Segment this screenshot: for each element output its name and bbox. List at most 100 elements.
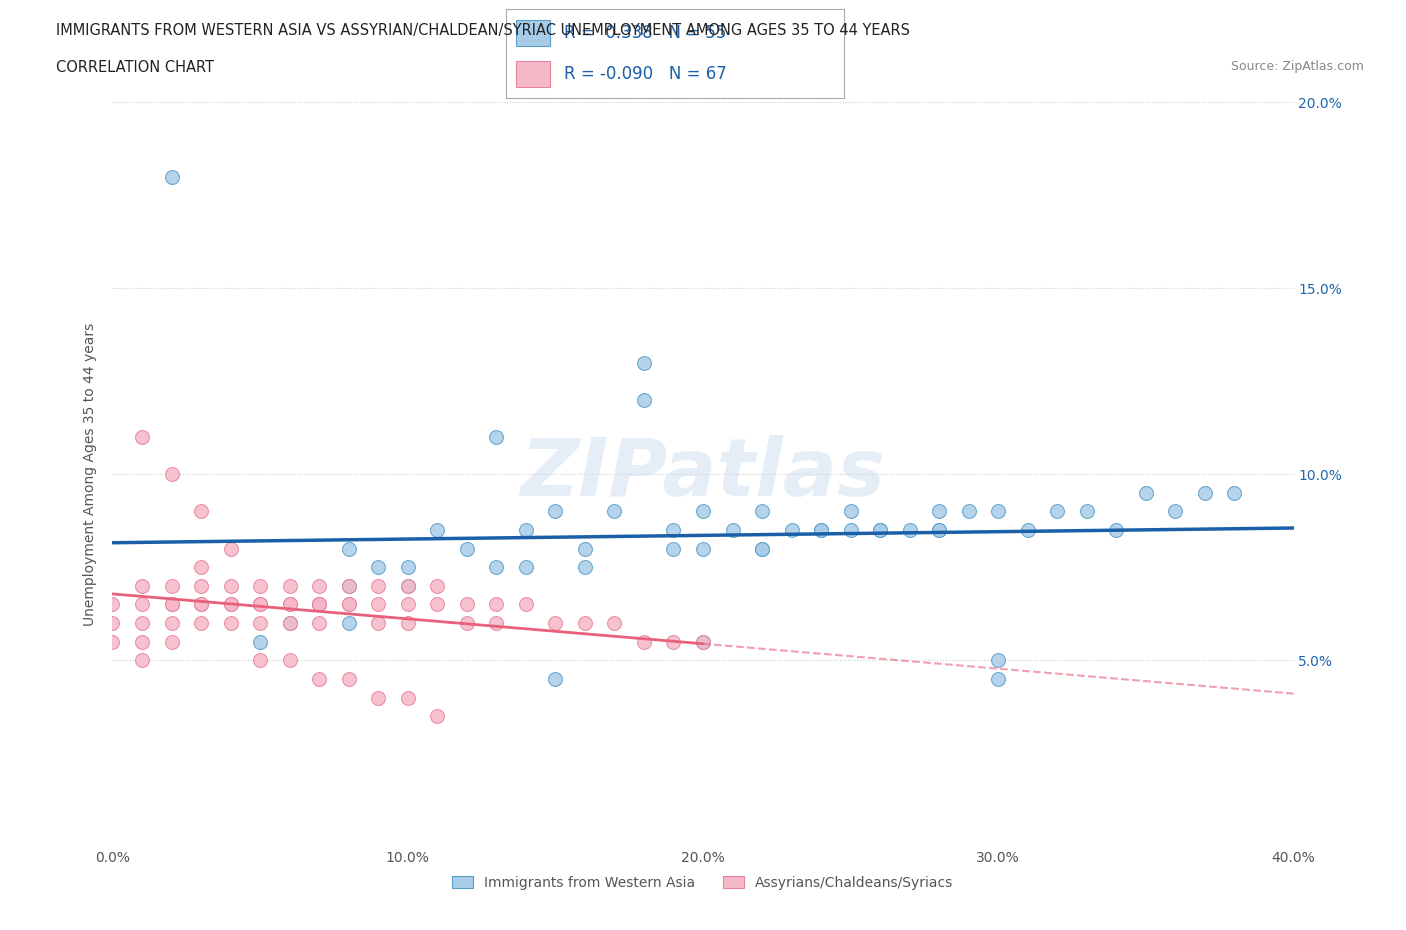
Point bbox=[456, 597, 478, 612]
Text: IMMIGRANTS FROM WESTERN ASIA VS ASSYRIAN/CHALDEAN/SYRIAC UNEMPLOYMENT AMONG AGES: IMMIGRANTS FROM WESTERN ASIA VS ASSYRIAN… bbox=[56, 23, 910, 38]
Point bbox=[515, 560, 537, 575]
Point bbox=[456, 616, 478, 631]
Point bbox=[1017, 523, 1039, 538]
Point bbox=[751, 541, 773, 556]
Point bbox=[692, 504, 714, 519]
Point bbox=[1105, 523, 1128, 538]
Point bbox=[603, 616, 626, 631]
Point bbox=[101, 616, 124, 631]
Point bbox=[396, 578, 419, 593]
Point bbox=[249, 578, 271, 593]
Point bbox=[396, 616, 419, 631]
FancyBboxPatch shape bbox=[516, 60, 550, 87]
Point bbox=[249, 653, 271, 668]
Point bbox=[131, 578, 153, 593]
Point bbox=[839, 504, 862, 519]
Point bbox=[692, 634, 714, 649]
Point bbox=[367, 578, 389, 593]
Point bbox=[219, 597, 242, 612]
Point bbox=[485, 616, 508, 631]
Point bbox=[101, 597, 124, 612]
Point bbox=[249, 616, 271, 631]
Point bbox=[190, 578, 212, 593]
Point bbox=[574, 560, 596, 575]
Point bbox=[1135, 485, 1157, 500]
Point bbox=[485, 430, 508, 445]
Point bbox=[633, 355, 655, 370]
Point bbox=[396, 597, 419, 612]
Point bbox=[987, 504, 1010, 519]
Point bbox=[190, 616, 212, 631]
Point bbox=[987, 653, 1010, 668]
Point bbox=[721, 523, 744, 538]
Point bbox=[515, 597, 537, 612]
Point bbox=[544, 671, 567, 686]
Point bbox=[987, 671, 1010, 686]
Point bbox=[633, 634, 655, 649]
Point bbox=[692, 634, 714, 649]
Text: R = -0.090   N = 67: R = -0.090 N = 67 bbox=[564, 65, 727, 83]
Point bbox=[603, 504, 626, 519]
Point bbox=[869, 523, 891, 538]
Legend: Immigrants from Western Asia, Assyrians/Chaldeans/Syriacs: Immigrants from Western Asia, Assyrians/… bbox=[447, 870, 959, 896]
Point bbox=[308, 578, 330, 593]
Point bbox=[131, 653, 153, 668]
Point bbox=[337, 671, 360, 686]
Point bbox=[160, 634, 183, 649]
Point bbox=[219, 597, 242, 612]
Point bbox=[1076, 504, 1098, 519]
FancyBboxPatch shape bbox=[516, 20, 550, 46]
Point bbox=[839, 523, 862, 538]
Point bbox=[751, 504, 773, 519]
Point bbox=[308, 671, 330, 686]
Text: Source: ZipAtlas.com: Source: ZipAtlas.com bbox=[1230, 60, 1364, 73]
Point bbox=[160, 597, 183, 612]
Point bbox=[308, 597, 330, 612]
Point bbox=[160, 616, 183, 631]
Point bbox=[367, 690, 389, 705]
Point bbox=[249, 597, 271, 612]
Point bbox=[278, 653, 301, 668]
Point bbox=[574, 616, 596, 631]
Point bbox=[426, 597, 449, 612]
Point bbox=[396, 578, 419, 593]
Point bbox=[101, 634, 124, 649]
Point bbox=[692, 541, 714, 556]
Point bbox=[957, 504, 980, 519]
Point bbox=[898, 523, 921, 538]
Point bbox=[190, 597, 212, 612]
Point bbox=[190, 597, 212, 612]
Point bbox=[278, 578, 301, 593]
Point bbox=[190, 560, 212, 575]
Point bbox=[337, 616, 360, 631]
Point bbox=[810, 523, 832, 538]
Point bbox=[485, 597, 508, 612]
Point bbox=[928, 523, 950, 538]
Point bbox=[337, 578, 360, 593]
Point bbox=[160, 467, 183, 482]
Point bbox=[1194, 485, 1216, 500]
Y-axis label: Unemployment Among Ages 35 to 44 years: Unemployment Among Ages 35 to 44 years bbox=[83, 323, 97, 626]
Point bbox=[131, 597, 153, 612]
Point bbox=[662, 523, 685, 538]
Point bbox=[367, 616, 389, 631]
Point bbox=[308, 597, 330, 612]
Point bbox=[515, 523, 537, 538]
Text: R =  0.338   N = 55: R = 0.338 N = 55 bbox=[564, 24, 725, 42]
Point bbox=[278, 616, 301, 631]
Point bbox=[662, 634, 685, 649]
Point bbox=[396, 560, 419, 575]
Point bbox=[1164, 504, 1187, 519]
Point bbox=[160, 597, 183, 612]
Point bbox=[367, 560, 389, 575]
Point bbox=[426, 523, 449, 538]
Point bbox=[249, 634, 271, 649]
Point bbox=[810, 523, 832, 538]
Point bbox=[131, 616, 153, 631]
Point bbox=[219, 616, 242, 631]
Point bbox=[249, 597, 271, 612]
Point bbox=[633, 392, 655, 407]
Point bbox=[131, 430, 153, 445]
Point bbox=[278, 597, 301, 612]
Point bbox=[869, 523, 891, 538]
